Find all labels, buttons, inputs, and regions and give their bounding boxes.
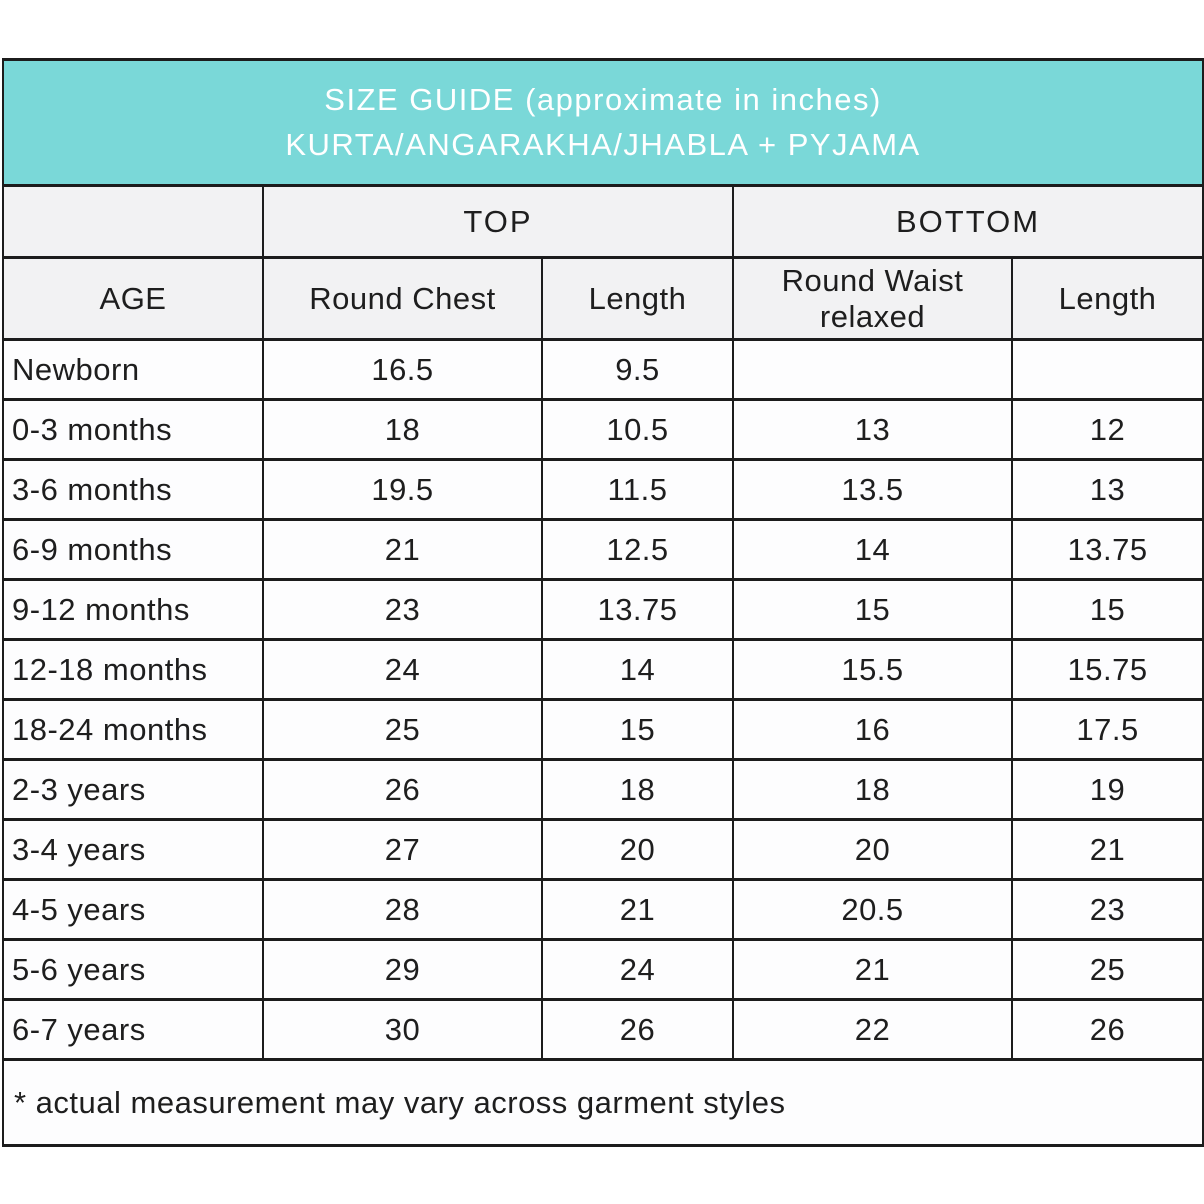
group-header-empty <box>2 184 264 259</box>
top-length-cell: 13.75 <box>541 578 734 642</box>
age-cell: 6-7 years <box>2 998 264 1062</box>
top-length-cell: 26 <box>541 998 734 1062</box>
round-chest-cell: 26 <box>262 758 543 822</box>
round-waist-cell: 22 <box>732 998 1013 1062</box>
footnote-row: * actual measurement may vary across gar… <box>1 1058 1204 1148</box>
round-chest-cell: 30 <box>262 998 543 1062</box>
column-header-bottom-length: Length <box>1010 255 1204 342</box>
table-row-3-6-months: 3-6 months 19.5 11.5 13.5 13 <box>2 458 1204 522</box>
table-row-9-12-months: 9-12 months 23 13.75 15 15 <box>2 578 1204 642</box>
bottom-length-cell: 12 <box>1010 398 1204 462</box>
round-chest-cell: 28 <box>262 878 543 942</box>
table-row-18-24-months: 18-24 months 25 15 16 17.5 <box>2 698 1204 762</box>
top-length-cell: 18 <box>541 758 734 822</box>
top-length-cell: 9.5 <box>541 338 734 402</box>
group-header-top: TOP <box>262 184 734 259</box>
table-row-0-3-months: 0-3 months 18 10.5 13 12 <box>2 398 1204 462</box>
age-cell: 3-4 years <box>2 818 264 882</box>
title-banner: SIZE GUIDE (approximate in inches) KURTA… <box>1 58 1204 187</box>
round-chest-cell: 16.5 <box>262 338 543 402</box>
age-cell: 6-9 months <box>2 518 264 582</box>
round-waist-cell: 20 <box>732 818 1013 882</box>
table-row-12-18-months: 12-18 months 24 14 15.5 15.75 <box>2 638 1204 702</box>
age-cell: 0-3 months <box>2 398 264 462</box>
bottom-length-cell: 21 <box>1010 818 1204 882</box>
round-chest-cell: 21 <box>262 518 543 582</box>
age-cell: 3-6 months <box>2 458 264 522</box>
round-chest-cell: 23 <box>262 578 543 642</box>
age-cell: Newborn <box>2 338 264 402</box>
round-chest-cell: 29 <box>262 938 543 1002</box>
column-header-row: AGE Round Chest Length Round Waist relax… <box>2 255 1204 342</box>
age-cell: 12-18 months <box>2 638 264 702</box>
column-header-top-length: Length <box>541 255 734 342</box>
round-waist-cell: 13.5 <box>732 458 1013 522</box>
round-waist-cell: 18 <box>732 758 1013 822</box>
round-chest-cell: 27 <box>262 818 543 882</box>
column-header-round-chest: Round Chest <box>262 255 543 342</box>
top-length-cell: 24 <box>541 938 734 1002</box>
top-length-cell: 11.5 <box>541 458 734 522</box>
group-header-row: TOP BOTTOM <box>2 184 1204 259</box>
page: SIZE GUIDE (approximate in inches) KURTA… <box>1 58 1204 1148</box>
round-chest-cell: 18 <box>262 398 543 462</box>
round-waist-cell: 15 <box>732 578 1013 642</box>
round-chest-cell: 25 <box>262 698 543 762</box>
title-line-2: KURTA/ANGARAKHA/JHABLA + PYJAMA <box>285 126 921 162</box>
age-cell: 9-12 months <box>2 578 264 642</box>
footnote-text: * actual measurement may vary across gar… <box>1 1058 1204 1148</box>
table-row-newborn: Newborn 16.5 9.5 <box>2 338 1204 402</box>
round-waist-cell: 15.5 <box>732 638 1013 702</box>
group-header-bottom: BOTTOM <box>731 184 1204 259</box>
bottom-length-cell: 13.75 <box>1010 518 1204 582</box>
bottom-length-cell: 19 <box>1010 758 1204 822</box>
age-cell: 18-24 months <box>2 698 264 762</box>
bottom-length-cell: 15.75 <box>1010 638 1204 702</box>
round-chest-cell: 19.5 <box>262 458 543 522</box>
age-cell: 5-6 years <box>2 938 264 1002</box>
table-row-4-5-years: 4-5 years 28 21 20.5 23 <box>2 878 1204 942</box>
column-header-round-waist: Round Waist relaxed <box>732 255 1013 342</box>
table-title: SIZE GUIDE (approximate in inches) KURTA… <box>1 58 1204 187</box>
round-waist-cell: 13 <box>732 398 1013 462</box>
size-guide-table: SIZE GUIDE (approximate in inches) KURTA… <box>1 58 1204 1148</box>
top-length-cell: 14 <box>541 638 734 702</box>
round-waist-cell <box>732 338 1013 402</box>
bottom-length-cell: 23 <box>1010 878 1204 942</box>
bottom-length-cell: 17.5 <box>1010 698 1204 762</box>
bottom-length-cell: 25 <box>1010 938 1204 1002</box>
round-waist-cell: 16 <box>732 698 1013 762</box>
round-chest-cell: 24 <box>262 638 543 702</box>
table-row-6-7-years: 6-7 years 30 26 22 26 <box>2 998 1204 1062</box>
top-length-cell: 12.5 <box>541 518 734 582</box>
table-row-5-6-years: 5-6 years 29 24 21 25 <box>2 938 1204 1002</box>
age-cell: 2-3 years <box>2 758 264 822</box>
age-cell: 4-5 years <box>2 878 264 942</box>
top-length-cell: 20 <box>541 818 734 882</box>
bottom-length-cell: 15 <box>1010 578 1204 642</box>
round-waist-cell: 20.5 <box>732 878 1013 942</box>
table-row-6-9-months: 6-9 months 21 12.5 14 13.75 <box>2 518 1204 582</box>
top-length-cell: 10.5 <box>541 398 734 462</box>
table-row-3-4-years: 3-4 years 27 20 20 21 <box>2 818 1204 882</box>
round-waist-cell: 14 <box>732 518 1013 582</box>
bottom-length-cell: 13 <box>1010 458 1204 522</box>
column-header-age: AGE <box>2 255 264 342</box>
top-length-cell: 21 <box>541 878 734 942</box>
round-waist-cell: 21 <box>732 938 1013 1002</box>
table-row-2-3-years: 2-3 years 26 18 18 19 <box>2 758 1204 822</box>
bottom-length-cell <box>1010 338 1204 402</box>
bottom-length-cell: 26 <box>1010 998 1204 1062</box>
top-length-cell: 15 <box>541 698 734 762</box>
title-line-1: SIZE GUIDE (approximate in inches) <box>324 81 882 117</box>
